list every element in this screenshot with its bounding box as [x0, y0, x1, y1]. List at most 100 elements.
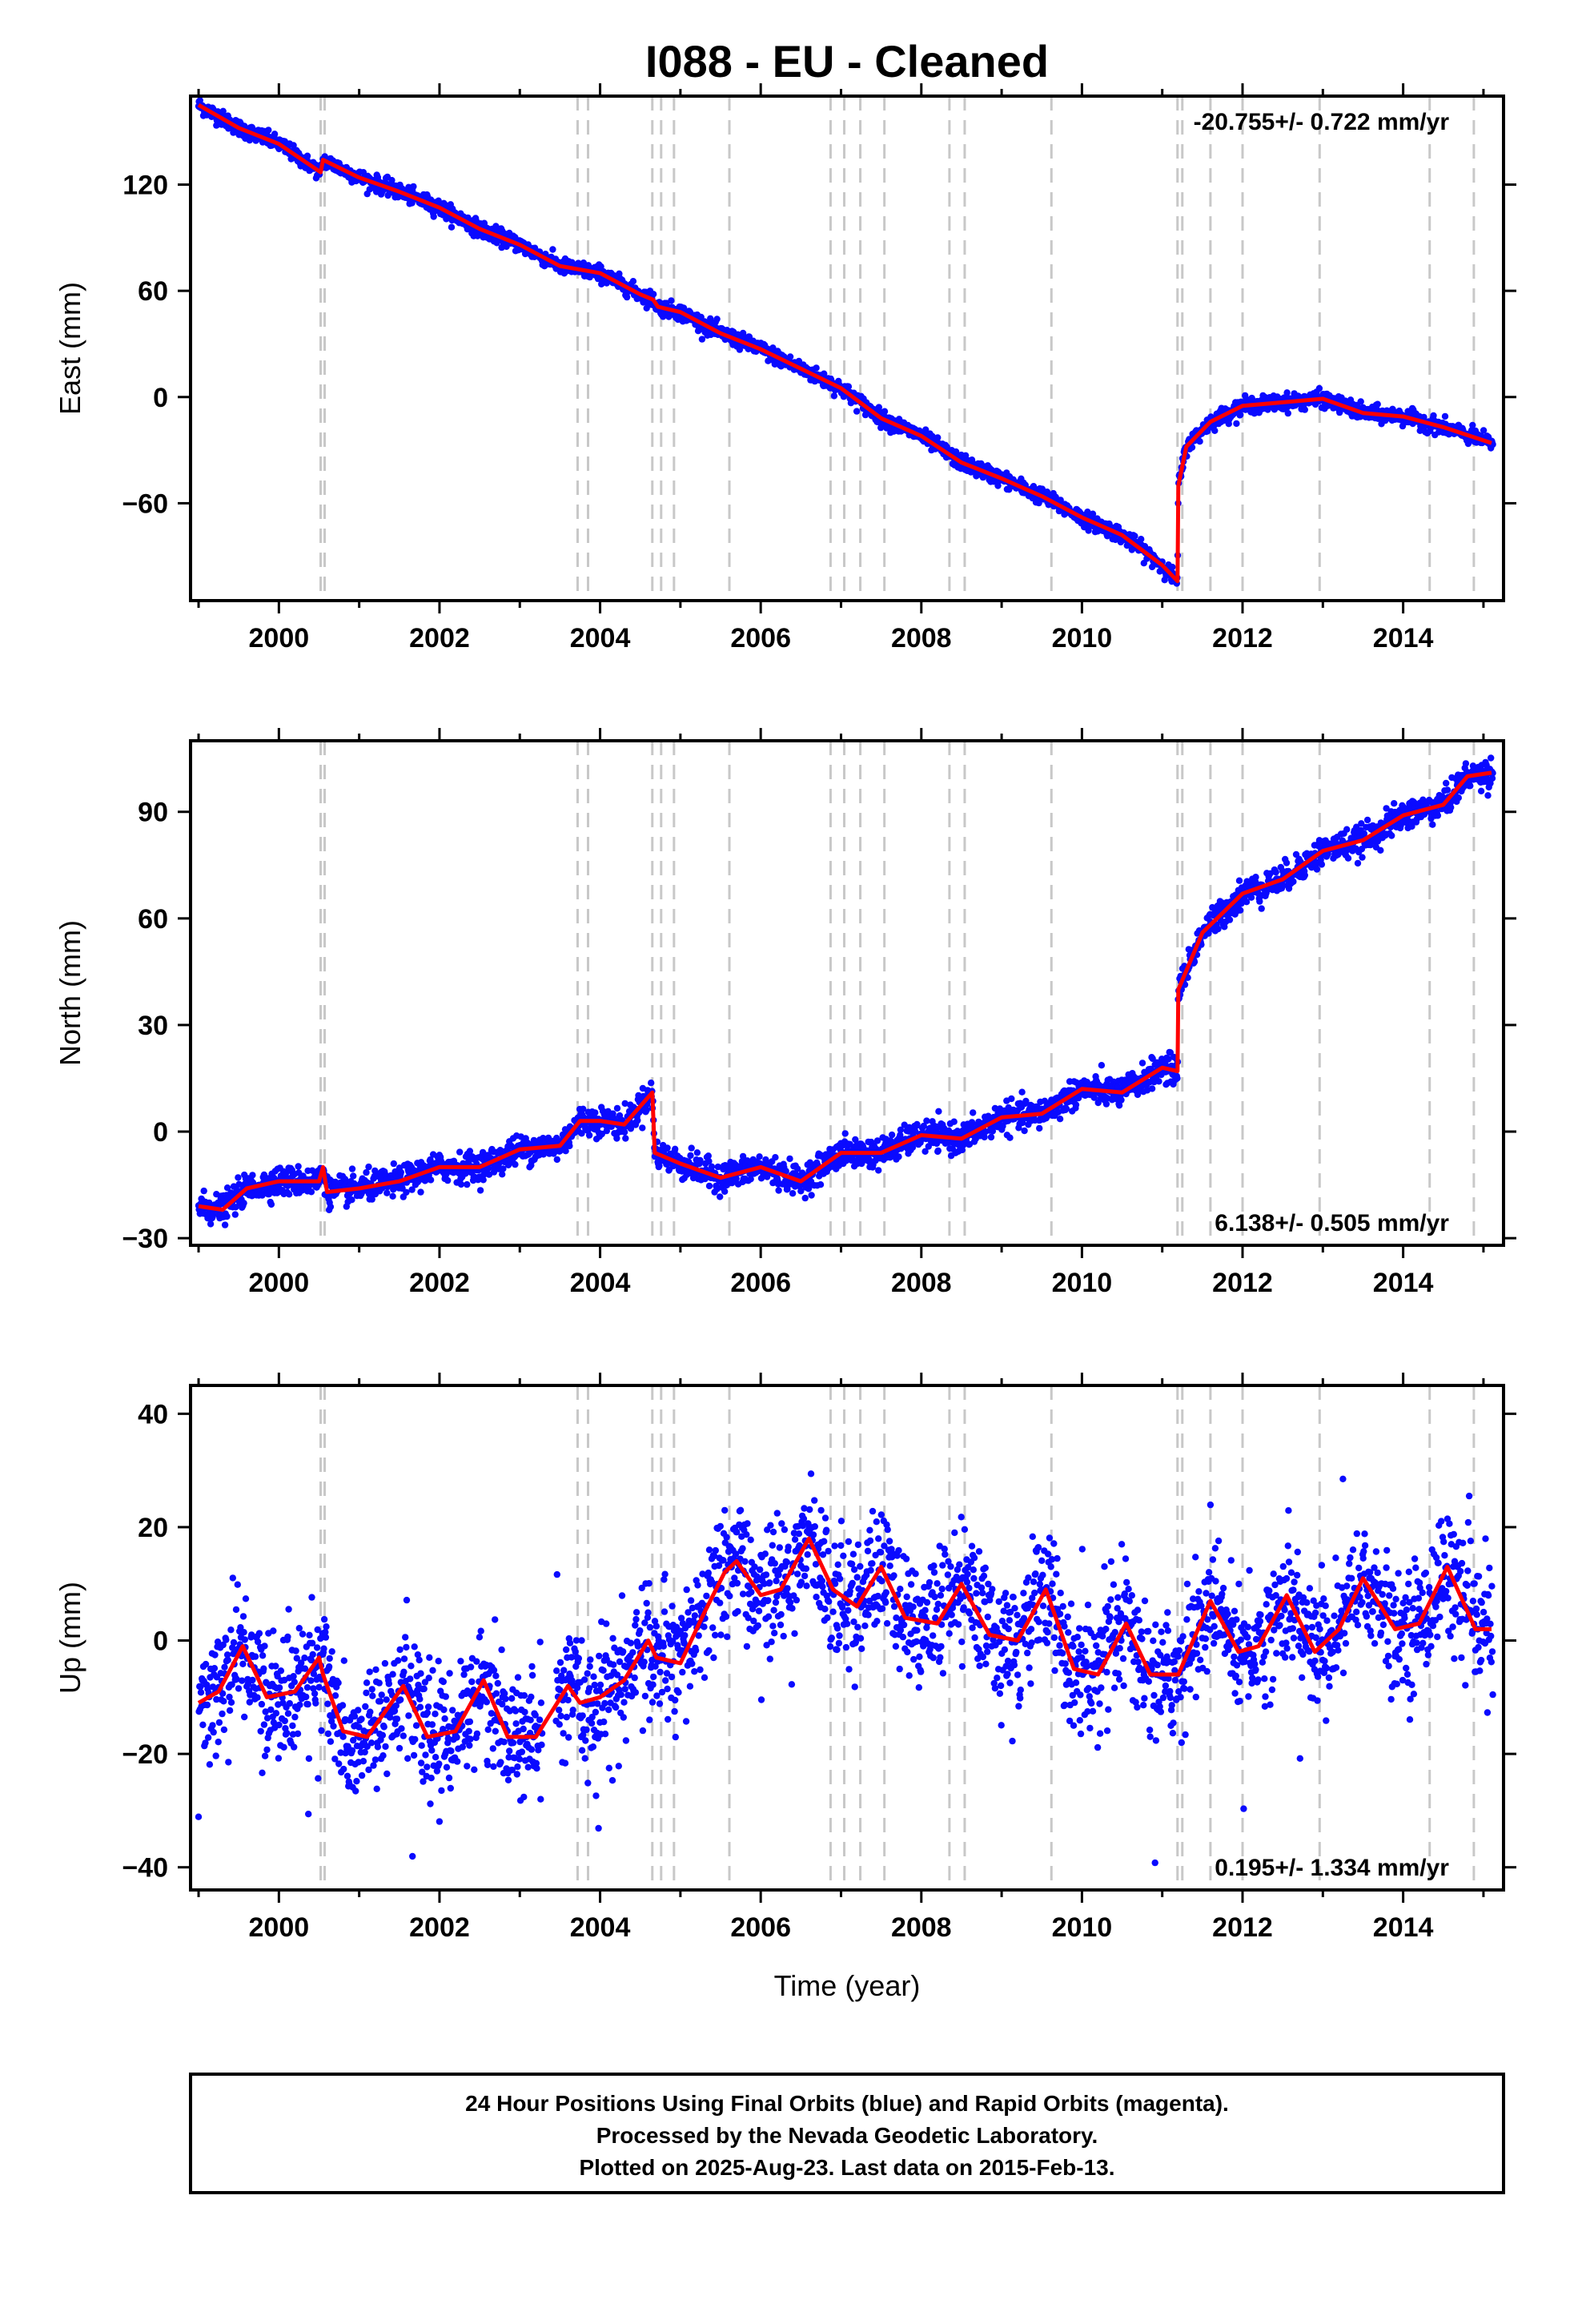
- data-point: [934, 1147, 942, 1155]
- data-point: [410, 183, 417, 191]
- data-point: [1284, 409, 1292, 417]
- data-point: [920, 1122, 928, 1130]
- data-point: [733, 1175, 740, 1182]
- panel-north: 2000 2002 2004 2006 2008 2010 2012 20149060300−…: [54, 728, 1516, 1298]
- data-point: [1226, 916, 1234, 923]
- x-tick-label: 2010: [1052, 623, 1113, 653]
- data-point: [1102, 1100, 1110, 1108]
- data-point: [200, 1187, 207, 1195]
- data-point: [634, 1116, 641, 1124]
- data-point: [363, 1168, 370, 1176]
- data-point: [327, 1203, 335, 1211]
- data-point: [1138, 1059, 1146, 1067]
- data-point: [784, 1185, 791, 1193]
- data-point: [427, 1156, 434, 1164]
- data-point: [981, 1133, 988, 1141]
- data-point: [562, 1148, 569, 1155]
- data-point: [1283, 389, 1291, 396]
- data-point: [922, 426, 930, 433]
- data-point: [821, 370, 828, 377]
- data-point: [808, 1192, 815, 1199]
- data-point: [613, 1104, 621, 1112]
- y-tick-label: 0: [153, 383, 168, 413]
- data-point: [672, 1145, 679, 1153]
- data-point: [853, 408, 861, 415]
- model-series-line: [197, 103, 1492, 584]
- data-point: [875, 1167, 882, 1174]
- data-point: [772, 1154, 779, 1161]
- data-point: [348, 1196, 355, 1204]
- data-point: [1131, 533, 1138, 540]
- data-point: [721, 1188, 729, 1196]
- data-point: [383, 1189, 391, 1196]
- data-point: [480, 1176, 487, 1184]
- data-point: [417, 1188, 424, 1196]
- data-point: [303, 152, 311, 159]
- data-point: [841, 1130, 849, 1137]
- data-point: [897, 1126, 905, 1134]
- data-point: [1018, 1088, 1026, 1096]
- x-tick-label: 2012: [1212, 623, 1273, 653]
- data-point: [656, 1162, 663, 1169]
- data-point: [1221, 923, 1228, 931]
- data-point: [1243, 899, 1251, 906]
- data-point: [1072, 1101, 1080, 1108]
- data-point: [348, 1165, 356, 1172]
- data-point: [913, 1120, 921, 1128]
- data-point: [935, 1108, 942, 1116]
- data-point: [887, 1137, 894, 1144]
- panel-east: 2000 2002 2004 2006 2008 2010 2012 2014120600−6…: [54, 83, 1516, 653]
- data-point: [397, 1168, 404, 1176]
- data-point: [1233, 420, 1240, 428]
- data-point: [389, 1192, 396, 1200]
- data-point: [705, 1182, 713, 1190]
- event-lines: [319, 96, 1476, 601]
- data-point: [643, 1106, 650, 1114]
- data-point: [873, 1137, 881, 1144]
- data-point: [476, 1187, 484, 1194]
- data-point: [697, 1156, 704, 1164]
- data-point: [648, 1080, 655, 1087]
- data-point: [553, 1156, 560, 1164]
- data-point: [664, 1144, 671, 1152]
- data-point: [909, 1144, 917, 1152]
- data-point: [271, 131, 279, 138]
- data-point: [705, 1152, 712, 1160]
- data-point: [427, 1176, 435, 1184]
- data-point: [1089, 510, 1097, 517]
- data-point: [895, 1153, 902, 1160]
- data-point: [1148, 1085, 1156, 1092]
- data-point: [307, 1188, 315, 1196]
- data-point: [1006, 1134, 1014, 1141]
- data-point: [934, 434, 942, 441]
- data-point: [390, 1160, 397, 1168]
- y-axis-label: East (mm): [54, 282, 86, 415]
- data-point: [797, 1188, 805, 1195]
- data-point: [852, 1136, 859, 1144]
- data-point: [1036, 1124, 1043, 1132]
- data-point: [1115, 1102, 1123, 1109]
- y-tick-label: 120: [122, 171, 168, 201]
- data-point: [629, 278, 637, 285]
- data-point: [1480, 427, 1488, 434]
- data-point: [1237, 411, 1244, 419]
- data-point: [775, 1187, 782, 1194]
- data-point: [1008, 1095, 1015, 1103]
- data-point: [549, 246, 556, 253]
- y-tick-label: 60: [138, 276, 168, 307]
- data-point: [1237, 907, 1244, 914]
- data-point: [865, 1156, 873, 1164]
- data-point: [295, 1163, 302, 1170]
- data-point: [845, 383, 853, 390]
- data-point: [408, 1186, 416, 1193]
- data-point: [232, 1204, 239, 1211]
- data-point: [989, 1128, 997, 1135]
- data-point: [1022, 1097, 1030, 1105]
- data-point: [580, 1105, 587, 1113]
- data-point: [925, 1143, 933, 1150]
- data-point: [1149, 1055, 1156, 1063]
- data-point: [1211, 427, 1219, 434]
- panels: 2000 2002 2004 2006 2008 2010 2012 2014120600−6…: [54, 83, 1516, 1943]
- data-point: [705, 1157, 713, 1165]
- data-point: [747, 1176, 754, 1183]
